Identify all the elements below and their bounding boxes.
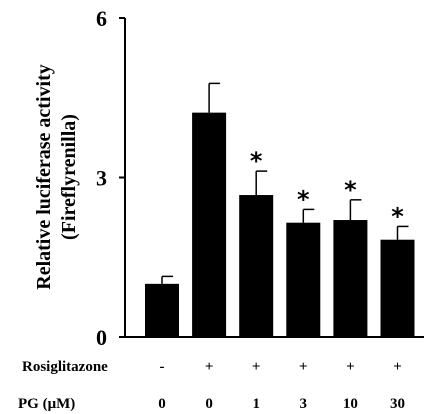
error-bars-group	[161, 82, 409, 284]
y-axis-label: Relative luciferase activity (Fireflyren…	[33, 64, 80, 289]
y-axis-label-line1: Relative luciferase activity	[33, 64, 55, 289]
y-tick-label: 3	[96, 166, 107, 191]
condition-table: Rosiglitazone - + + + + + PG (μM) 0 0 1 3 10 30	[18, 359, 405, 412]
bar	[239, 195, 274, 337]
condition-value: -	[160, 359, 165, 375]
bar	[286, 222, 321, 337]
condition-value: 3	[300, 396, 308, 412]
y-axis-label-line2: (Fireflyrenilla)	[58, 114, 80, 240]
significance-markers: * * * *	[250, 147, 404, 230]
significance-star: *	[391, 202, 404, 230]
condition-row-label: Rosiglitazone	[22, 359, 108, 375]
condition-value: 10	[343, 396, 358, 412]
condition-value: 0	[158, 396, 166, 412]
y-tick-label: 6	[96, 6, 107, 31]
significance-star: *	[297, 185, 310, 213]
condition-value: 30	[390, 396, 405, 412]
condition-value: +	[299, 359, 308, 375]
significance-star: *	[344, 176, 357, 204]
condition-value: +	[346, 359, 355, 375]
y-tick-label: 0	[96, 325, 107, 350]
bar	[380, 239, 415, 337]
condition-value: 1	[252, 396, 260, 412]
significance-star: *	[250, 147, 263, 175]
condition-value: 0	[205, 396, 213, 412]
bar	[192, 112, 227, 338]
condition-value: +	[252, 359, 261, 375]
bar	[145, 283, 179, 337]
condition-value: +	[205, 359, 214, 375]
condition-row-label: PG (μM)	[18, 396, 75, 412]
bar	[333, 220, 368, 337]
bars-group	[145, 112, 415, 338]
condition-value: +	[393, 359, 402, 375]
